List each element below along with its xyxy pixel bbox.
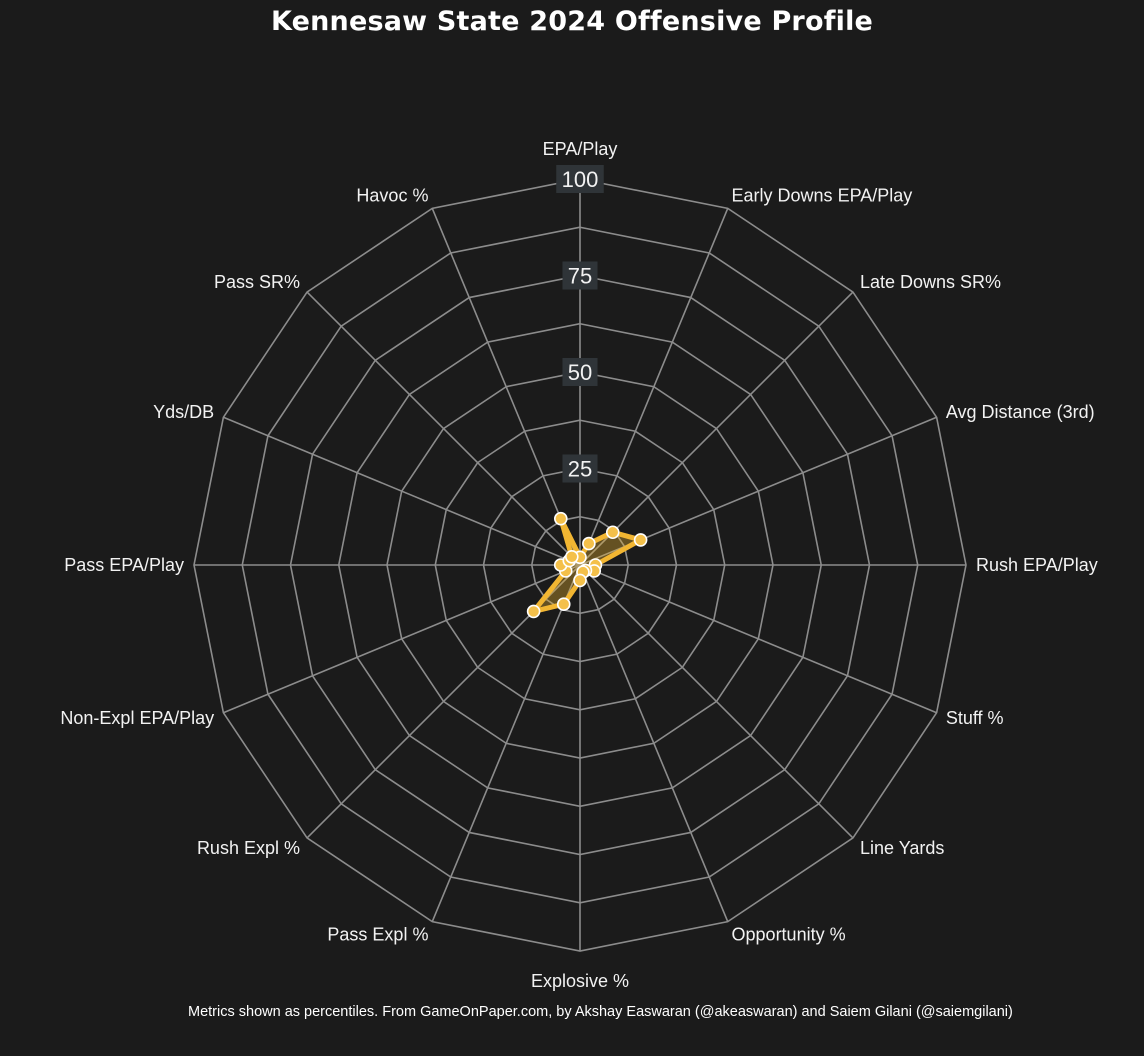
axis-label: Non-Expl EPA/Play (60, 708, 214, 728)
data-point (556, 597, 571, 612)
grid-spoke (579, 208, 729, 566)
grid-spoke (579, 564, 854, 839)
axis-label: Explosive % (531, 971, 629, 991)
chart-title: Kennesaw State 2024 Offensive Profile (270, 6, 874, 37)
tick-label-box (556, 165, 604, 193)
axis-label: Stuff % (946, 708, 1004, 728)
grid-spoke (431, 564, 581, 922)
radar-grid (193, 178, 967, 952)
grid-spoke (223, 564, 581, 714)
axis-label: Pass Expl % (327, 925, 428, 945)
tick-label-box (562, 358, 598, 386)
footnote: Metrics shown as percentiles. From GameO… (188, 1004, 1013, 1020)
data-point (582, 536, 596, 551)
tick-label-box (562, 261, 598, 290)
axis-label: Early Downs EPA/Play (732, 185, 913, 205)
data-point (633, 533, 648, 547)
axis-labels: EPA/Play Early Downs EPA/Play Late Downs S… (60, 139, 1097, 991)
radar-series (526, 511, 648, 619)
grid-spoke (579, 564, 937, 714)
tick-label: 50 (568, 360, 592, 385)
data-point (573, 573, 587, 588)
data-point (565, 550, 579, 564)
tick-label: 25 (568, 457, 592, 482)
data-point (553, 511, 568, 526)
tick-label: 100 (562, 167, 599, 192)
axis-label: Rush EPA/Play (976, 555, 1098, 575)
data-point (526, 604, 541, 619)
radial-tick-labels: 25 50 75 100 (556, 165, 604, 483)
axis-label: EPA/Play (543, 139, 618, 159)
axis-label: Opportunity % (732, 925, 846, 945)
axis-label: Havoc % (356, 185, 428, 205)
axis-label: Rush Expl % (197, 838, 300, 858)
tick-label: 75 (568, 264, 592, 289)
axis-label: Yds/DB (153, 402, 214, 422)
grid-spoke (431, 208, 581, 566)
tick-label-box (562, 454, 598, 483)
data-point (605, 525, 620, 540)
axis-label: Late Downs SR% (860, 272, 1001, 292)
axis-label: Avg Distance (3rd) (946, 402, 1095, 422)
grid-spoke (579, 291, 854, 566)
axis-label: Line Yards (860, 838, 944, 858)
grid-spoke (223, 416, 581, 566)
axis-label: Pass EPA/Play (64, 555, 184, 575)
grid-spoke (579, 564, 729, 922)
axis-label: Pass SR% (214, 272, 300, 292)
grid-spoke (306, 291, 581, 566)
